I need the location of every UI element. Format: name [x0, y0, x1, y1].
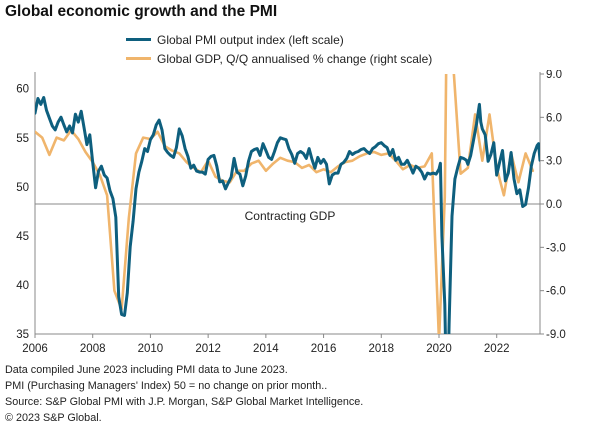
right-tick-label: -6.0	[546, 286, 566, 298]
pmi-series-line	[35, 96, 540, 334]
left-tick-label: 60	[16, 84, 29, 96]
legend-label-pmi: Global PMI output index (left scale)	[157, 32, 344, 47]
right-tick-label: 3.0	[546, 156, 562, 168]
x-tick-label: 2014	[253, 343, 279, 355]
legend: Global PMI output index (left scale) Glo…	[126, 30, 432, 68]
right-tick-label: -9.0	[546, 329, 566, 341]
legend-item-pmi: Global PMI output index (left scale)	[126, 30, 432, 49]
left-tick-label: 35	[16, 329, 29, 341]
x-tick-label: 2020	[426, 343, 452, 355]
left-tick-label: 50	[16, 182, 29, 194]
chart-title: Global economic growth and the PMI	[5, 3, 278, 20]
footnotes: Data compiled June 2023 including PMI da…	[5, 362, 363, 426]
legend-item-gdp: Global GDP, Q/Q annualised % change (rig…	[126, 49, 432, 68]
left-tick-label: 55	[16, 133, 29, 145]
gdp-series-line	[35, 74, 535, 334]
x-tick-label: 2022	[484, 343, 510, 355]
x-tick-label: 2010	[138, 343, 164, 355]
footnote-2: PMI (Purchasing Managers' Index) 50 = no…	[5, 380, 328, 392]
right-tick-label: 0.0	[546, 199, 562, 211]
legend-swatch-pmi	[126, 38, 151, 41]
right-tick-label: 9.0	[546, 70, 562, 81]
x-tick-label: 2016	[311, 343, 337, 355]
footnote-3: Source: S&P Global PMI with J.P. Morgan,…	[5, 396, 364, 408]
legend-label-gdp: Global GDP, Q/Q annualised % change (rig…	[157, 51, 433, 66]
x-tick-label: 2018	[368, 343, 394, 355]
left-tick-label: 40	[16, 280, 29, 292]
footnote-4: © 2023 S&P Global.	[5, 412, 102, 424]
legend-swatch-gdp	[126, 57, 151, 60]
x-tick-label: 2008	[80, 343, 106, 355]
right-tick-label: -3.0	[546, 242, 566, 254]
footnote-1: Data compiled June 2023 including PMI da…	[5, 364, 288, 376]
chart-area: Contracting GDP 60 55 50 45 40 35 9.0 6.0 3.0 0.0 -…	[0, 69, 592, 360]
left-tick-label: 45	[16, 231, 29, 243]
annotation-contracting-gdp: Contracting GDP	[245, 209, 336, 223]
x-tick-label: 2012	[195, 343, 221, 355]
line-chart: Contracting GDP 60 55 50 45 40 35 9.0 6.0 3.0 0.0 -…	[16, 69, 566, 355]
right-tick-label: 6.0	[546, 112, 562, 124]
x-tick-label: 2006	[22, 343, 48, 355]
